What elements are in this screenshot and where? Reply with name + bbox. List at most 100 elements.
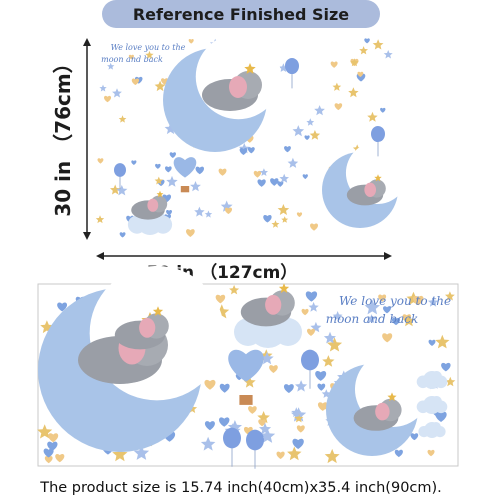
star — [278, 63, 288, 72]
star — [332, 82, 342, 91]
balloon — [285, 57, 299, 75]
star — [306, 118, 315, 126]
star — [204, 210, 213, 218]
star — [243, 376, 256, 388]
star — [37, 424, 53, 439]
star — [322, 355, 335, 367]
heart — [253, 170, 262, 178]
star — [402, 314, 416, 327]
heart — [317, 402, 328, 411]
heart — [394, 449, 403, 458]
star — [194, 206, 205, 217]
heart — [315, 370, 327, 381]
heart — [304, 135, 310, 141]
star — [435, 334, 450, 349]
heart — [330, 61, 338, 68]
heart — [410, 433, 419, 441]
star — [359, 46, 368, 55]
heart — [215, 294, 226, 304]
heart — [104, 95, 112, 103]
heart — [188, 39, 194, 44]
elephant-ear — [139, 317, 156, 338]
star — [366, 314, 377, 324]
heart — [305, 291, 318, 302]
elephant-ear — [265, 294, 282, 315]
star — [308, 301, 319, 312]
star — [348, 87, 359, 98]
caption: The product size is 15.74 inch(40cm)x35.… — [39, 480, 442, 496]
heart — [43, 448, 54, 458]
heart — [128, 54, 134, 60]
elephant-ear — [364, 182, 377, 197]
star — [332, 311, 343, 321]
star — [133, 445, 150, 460]
heart — [258, 419, 266, 427]
cloud — [418, 426, 430, 438]
star — [287, 157, 299, 168]
heart — [296, 425, 305, 433]
star — [295, 380, 308, 392]
star — [152, 306, 164, 316]
star — [324, 448, 340, 464]
heart — [284, 146, 291, 153]
heart — [427, 449, 435, 457]
heart — [131, 78, 140, 86]
heart — [44, 456, 53, 464]
heart — [283, 384, 294, 394]
cloud — [431, 371, 442, 382]
heart — [413, 295, 424, 306]
heart — [302, 174, 308, 180]
star — [271, 220, 280, 228]
heart — [47, 441, 58, 451]
star — [145, 50, 154, 59]
star — [294, 413, 304, 423]
star — [200, 436, 216, 451]
star — [279, 173, 289, 183]
elephant-ear — [229, 76, 247, 98]
balloon-basket — [239, 395, 253, 405]
heart — [219, 383, 230, 393]
star — [112, 88, 122, 98]
header-title: Reference Finished Size — [133, 5, 349, 24]
elephant-ear — [375, 402, 390, 421]
heart — [263, 214, 272, 223]
star — [287, 446, 302, 461]
bottom-quote-line: We love you to the — [339, 294, 451, 308]
heart — [269, 365, 278, 373]
heart — [119, 232, 126, 238]
heart — [218, 168, 227, 176]
heart — [204, 421, 215, 431]
star — [190, 181, 201, 192]
cloud — [416, 375, 430, 389]
star — [350, 58, 359, 67]
star — [99, 84, 107, 92]
heart — [204, 379, 216, 390]
heart — [277, 181, 284, 187]
star — [156, 190, 164, 198]
heart — [378, 294, 387, 302]
star — [364, 299, 380, 315]
star — [229, 284, 240, 295]
star — [292, 125, 305, 137]
cloud — [234, 318, 262, 346]
heart — [155, 163, 161, 169]
star — [164, 122, 177, 135]
heart — [195, 166, 205, 175]
heart — [310, 223, 319, 231]
heart — [441, 362, 451, 372]
heart — [57, 302, 68, 312]
elephant-ear — [147, 198, 159, 212]
header-pill — [102, 0, 380, 28]
heart — [296, 212, 303, 218]
star — [374, 174, 382, 182]
heart — [48, 433, 59, 443]
balloon — [114, 163, 126, 177]
balloon — [246, 429, 264, 451]
star — [244, 63, 256, 74]
balloon-basket — [180, 186, 190, 193]
star — [387, 392, 397, 402]
heart — [334, 103, 343, 111]
cloud — [127, 215, 147, 234]
